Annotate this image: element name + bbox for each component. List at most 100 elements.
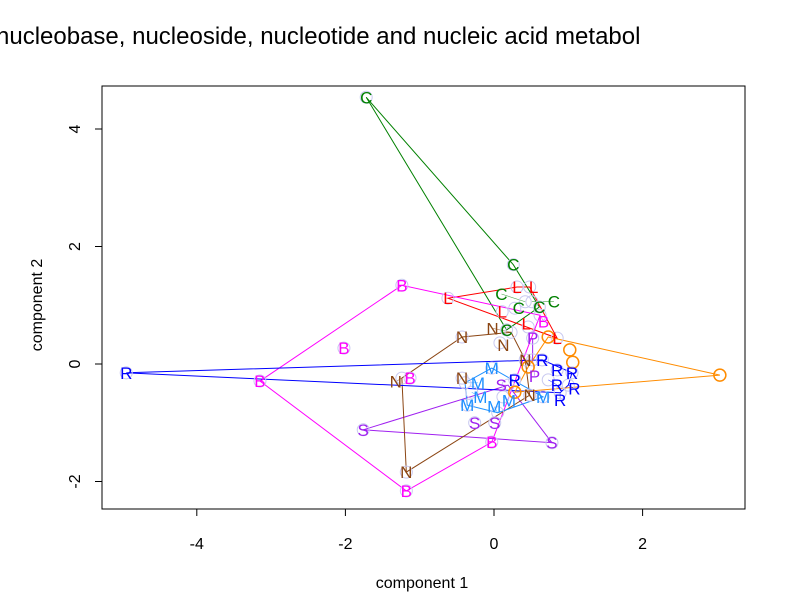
point-circle [525, 295, 539, 309]
point-N: N [390, 373, 402, 392]
point-B: B [538, 312, 549, 331]
point-L: L [552, 329, 561, 348]
point-circle [119, 366, 133, 380]
point-circle [526, 353, 540, 367]
hull-S [363, 384, 554, 444]
point-circle [359, 90, 373, 104]
hull-O [513, 336, 720, 393]
point-circle [403, 371, 417, 385]
point-circle [533, 308, 547, 322]
x-axis-label: component 1 [376, 575, 469, 592]
plot-frame [101, 85, 746, 510]
point-circle [553, 386, 567, 400]
point-circle [535, 353, 549, 367]
hull-B [259, 284, 541, 492]
point-L: L [529, 278, 538, 297]
point-C: C [507, 256, 519, 275]
point-circle [399, 465, 413, 479]
hull-M [464, 367, 545, 414]
point-O [521, 360, 535, 374]
point-circle [488, 416, 502, 430]
point-circle [493, 336, 507, 350]
point-P: P [527, 329, 538, 348]
point-circle [541, 373, 555, 387]
point-O [566, 355, 580, 369]
chart-title: nucleobase, nucleoside, nucleotide and n… [0, 23, 640, 50]
point-circle [506, 258, 520, 272]
point-N: N [524, 386, 536, 405]
group-hulls [126, 96, 720, 492]
point-L: L [512, 278, 521, 297]
hull-C [365, 96, 540, 331]
leader-line [471, 391, 481, 398]
point-circle [501, 378, 515, 392]
point-N: N [400, 463, 412, 482]
point-circle [441, 291, 455, 305]
point-M: M [487, 398, 501, 417]
y-tick-label: 2 [67, 242, 84, 251]
point-circle [491, 406, 505, 420]
point-circle [496, 390, 510, 404]
point-circle [523, 388, 537, 402]
point-O [713, 368, 727, 382]
point-circle [523, 280, 537, 294]
point-circle [545, 436, 559, 450]
point-circle [504, 325, 518, 339]
point-circle [510, 280, 524, 294]
point-circle [561, 378, 575, 392]
point-circle [458, 376, 472, 390]
point-R: R [551, 376, 563, 395]
point-B: B [404, 369, 415, 388]
point-N: N [456, 369, 468, 388]
point-circle [337, 341, 351, 355]
leader-line [501, 293, 526, 303]
point-circle [460, 398, 474, 412]
point-C: C [360, 88, 372, 107]
leader-line [492, 328, 512, 333]
y-tick-label: 4 [67, 124, 84, 133]
point-S: S [495, 376, 506, 395]
point-M: M [502, 391, 516, 410]
point-R: R [566, 364, 578, 383]
point-P: P [529, 367, 540, 386]
point-circle [468, 416, 482, 430]
point-L: L [497, 303, 506, 322]
point-R: R [568, 380, 580, 399]
point-C: C [533, 298, 545, 317]
point-S: S [546, 434, 557, 453]
point-circle [395, 371, 409, 385]
point-circle [550, 331, 564, 345]
point-R: R [509, 371, 521, 390]
point-M: M [471, 374, 485, 393]
axes: -4 -2 0 2 -2 0 2 4 [67, 124, 647, 553]
point-S: S [489, 414, 500, 433]
point-C: C [500, 321, 512, 340]
point-O [508, 385, 522, 399]
point-circle [485, 435, 499, 449]
point-circle [495, 305, 509, 319]
point-circle [465, 385, 479, 399]
point-N: N [497, 336, 509, 355]
point-B: B [396, 276, 407, 295]
point-C: C [513, 299, 525, 318]
point-B: B [486, 433, 497, 452]
point-B: B [401, 482, 412, 501]
y-tick-label: -2 [67, 474, 84, 488]
point-M: M [536, 388, 550, 407]
point-N: N [519, 351, 531, 370]
y-axis-label: component 2 [29, 259, 46, 352]
point-C: C [495, 285, 507, 304]
point-R: R [554, 391, 566, 410]
x-tick-label: -4 [190, 536, 204, 553]
x-tick-label: 2 [638, 536, 647, 553]
leader-line [548, 379, 558, 386]
x-tick-label: -2 [338, 536, 352, 553]
point-circle [508, 301, 522, 315]
point-C: C [548, 293, 560, 312]
point-M: M [473, 388, 487, 407]
point-circle [526, 331, 540, 345]
point-R: R [536, 351, 548, 370]
point-R: R [120, 364, 132, 383]
point-circle [550, 363, 564, 377]
